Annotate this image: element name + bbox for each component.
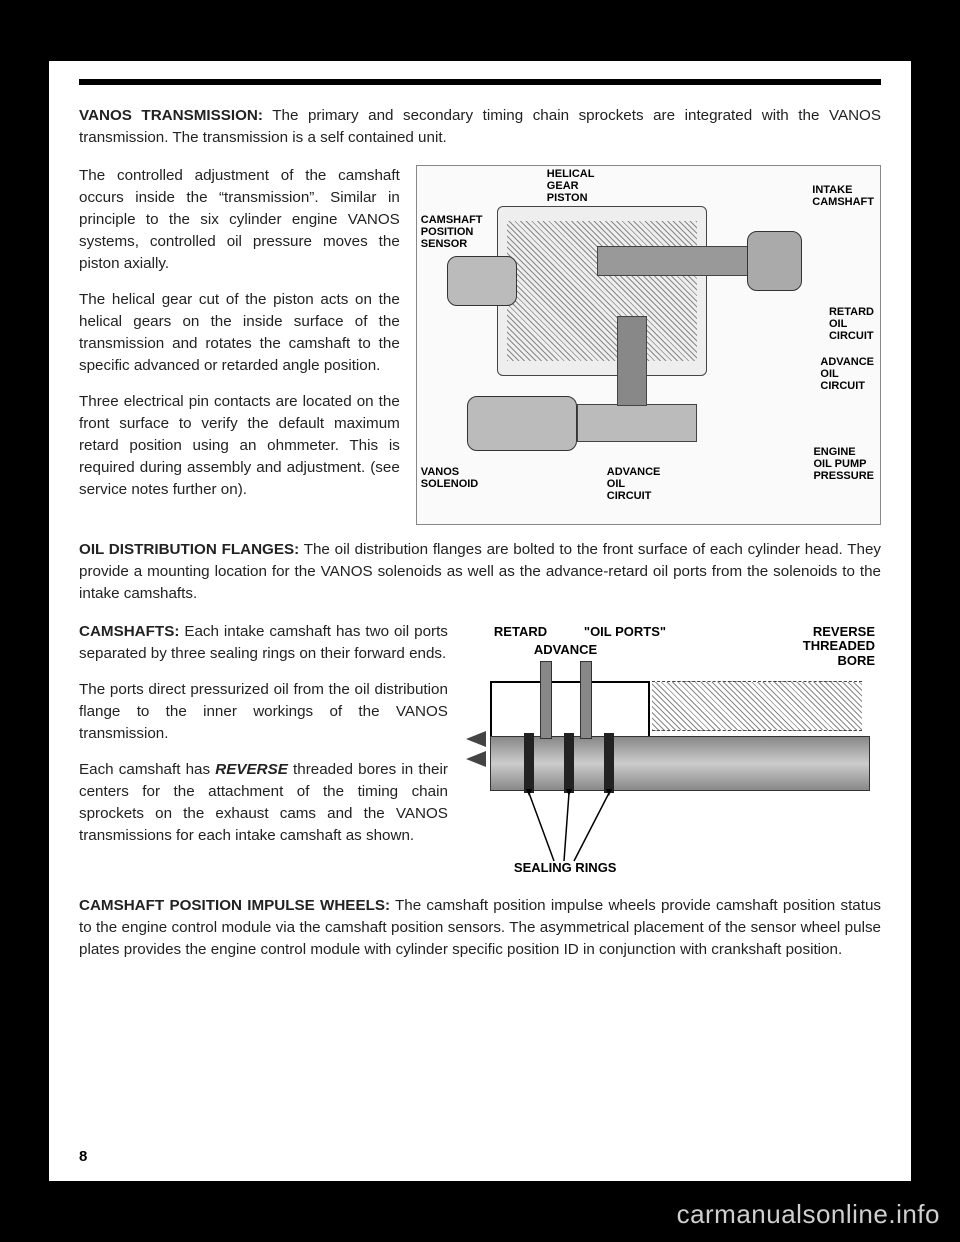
mech-cam-end (747, 231, 802, 291)
camshafts-p2: The ports direct pressurized oil from th… (79, 679, 448, 745)
ring-lines (464, 621, 881, 881)
mech-hatch (507, 221, 697, 361)
section-oil-flanges: OIL DISTRIBUTION FLANGES: The oil distri… (79, 539, 881, 605)
camshafts-p1: CAMSHAFTS: Each intake camshaft has two … (79, 621, 448, 665)
camshafts-p3a: Each camshaft has (79, 761, 215, 778)
vanos-p2: The helical gear cut of the piston acts … (79, 289, 400, 377)
viewport: VANOS TRANSMISSION: The primary and seco… (0, 0, 960, 1242)
vanos-p3: Three electrical pin contacts are locate… (79, 391, 400, 501)
vanos-p1: The controlled adjustment of the camshaf… (79, 165, 400, 275)
vanos-text-col: The controlled adjustment of the camshaf… (79, 165, 400, 525)
label-helical: HELICAL GEAR PISTON (547, 168, 595, 204)
watermark: carmanualsonline.info (677, 1199, 940, 1230)
camshafts-reverse: REVERSE (215, 761, 288, 778)
heading-oil-flanges: OIL DISTRIBUTION FLANGES: (79, 541, 299, 558)
top-rule (79, 79, 881, 85)
label-advoil: ADVANCE OIL CIRCUIT (607, 466, 661, 502)
document-page: VANOS TRANSMISSION: The primary and seco… (49, 61, 911, 1181)
mech-solenoid-body (577, 404, 697, 442)
mech-sensor (447, 256, 517, 306)
camshafts-p3: Each camshaft has REVERSE threaded bores… (79, 759, 448, 847)
page-number: 8 (79, 1148, 87, 1165)
heading-camshafts: CAMSHAFTS: (79, 623, 179, 640)
section-vanos-intro: VANOS TRANSMISSION: The primary and seco… (79, 105, 881, 149)
label-retard: RETARD OIL CIRCUIT (829, 306, 874, 342)
label-engine: ENGINE OIL PUMP PRESSURE (813, 446, 874, 482)
section-impulse-wheels: CAMSHAFT POSITION IMPULSE WHEELS: The ca… (79, 895, 881, 961)
label-cps: CAMSHAFT POSITION SENSOR (421, 214, 483, 250)
camshafts-text-col: CAMSHAFTS: Each intake camshaft has two … (79, 621, 448, 881)
mech-camshaft (597, 246, 757, 276)
camshafts-diagram-col: RETARD "OIL PORTS" ADVANCE REVERSE THREA… (464, 621, 881, 881)
vanos-diagram: HELICAL GEAR PISTON INTAKE CAMSHAFT CAMS… (416, 165, 881, 525)
vanos-diagram-col: HELICAL GEAR PISTON INTAKE CAMSHAFT CAMS… (416, 165, 881, 525)
label-vanos-sol: VANOS SOLENOID (421, 466, 478, 490)
mech-solenoid (467, 396, 577, 451)
vanos-two-col: The controlled adjustment of the camshaf… (79, 165, 881, 525)
label-advance: ADVANCE OIL CIRCUIT (820, 356, 874, 392)
heading-impulse: CAMSHAFT POSITION IMPULSE WHEELS: (79, 897, 390, 914)
mech-pipe (617, 316, 647, 406)
camshafts-diagram: RETARD "OIL PORTS" ADVANCE REVERSE THREA… (464, 621, 881, 881)
camshafts-two-col: CAMSHAFTS: Each intake camshaft has two … (79, 621, 881, 881)
label-intake: INTAKE CAMSHAFT (812, 184, 874, 208)
heading-vanos: VANOS TRANSMISSION: (79, 107, 263, 124)
